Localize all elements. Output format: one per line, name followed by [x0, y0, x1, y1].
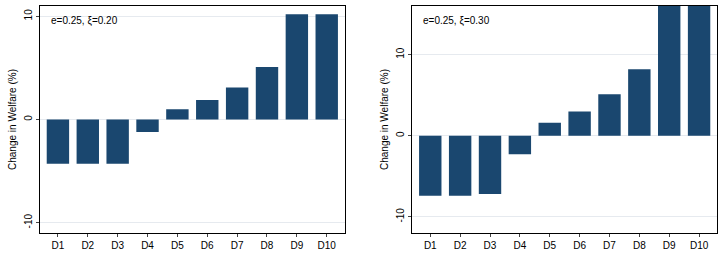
- svg-text:D8: D8: [633, 240, 646, 251]
- svg-text:Change in Welfare (%): Change in Welfare (%): [7, 69, 18, 170]
- svg-text:D1: D1: [424, 240, 437, 251]
- svg-text:D1: D1: [52, 240, 65, 251]
- svg-text:D8: D8: [261, 240, 274, 251]
- svg-text:D9: D9: [290, 240, 303, 251]
- svg-text:D2: D2: [454, 240, 467, 251]
- svg-text:D5: D5: [171, 240, 184, 251]
- svg-text:D7: D7: [231, 240, 244, 251]
- svg-text:e=0.25, ξ=0.30: e=0.25, ξ=0.30: [423, 15, 490, 27]
- svg-text:Change in Welfare (%): Change in Welfare (%): [379, 69, 390, 170]
- svg-text:D3: D3: [484, 240, 497, 251]
- svg-text:D4: D4: [513, 240, 526, 251]
- svg-text:D9: D9: [663, 240, 676, 251]
- svg-text:D3: D3: [111, 240, 124, 251]
- svg-text:D10: D10: [690, 240, 709, 251]
- svg-text:D7: D7: [603, 240, 616, 251]
- svg-text:10: 10: [395, 47, 406, 59]
- svg-text:-10: -10: [23, 214, 34, 229]
- svg-text:D2: D2: [81, 240, 94, 251]
- svg-text:D6: D6: [573, 240, 586, 251]
- svg-text:e=0.25, ξ=0.20: e=0.25, ξ=0.20: [51, 15, 118, 27]
- svg-text:0: 0: [395, 131, 406, 137]
- svg-text:-10: -10: [395, 208, 406, 223]
- svg-text:0: 0: [23, 115, 34, 121]
- svg-text:D4: D4: [141, 240, 154, 251]
- svg-text:D10: D10: [318, 240, 337, 251]
- svg-text:10: 10: [23, 9, 34, 21]
- svg-text:D5: D5: [543, 240, 556, 251]
- svg-text:D6: D6: [201, 240, 214, 251]
